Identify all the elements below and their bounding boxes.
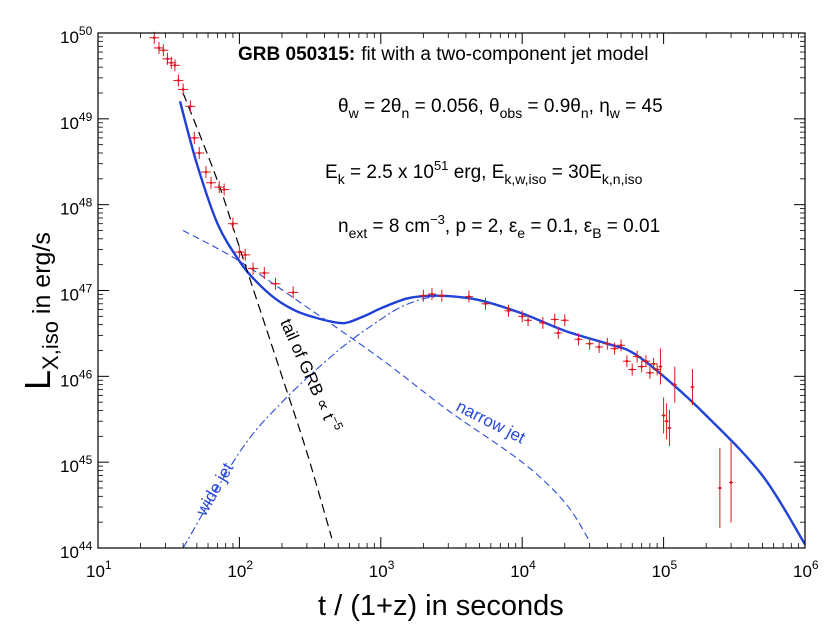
y-tick-label: 1049 [60, 110, 93, 133]
data-point [633, 350, 642, 363]
x-axis-title: t / (1+z) in seconds [318, 590, 564, 622]
data-point [437, 289, 446, 302]
y-axis-title: LX,iso in erg/s [17, 232, 63, 390]
data-point [538, 316, 547, 329]
x-tick-label: 103 [369, 558, 395, 581]
data-point [641, 355, 650, 368]
grb-tail-curve [182, 92, 333, 539]
data-point [518, 310, 527, 323]
x-tick-label: 106 [793, 558, 819, 581]
data-point [560, 314, 569, 327]
data-point [661, 397, 666, 434]
data-point [653, 363, 662, 376]
y-tick-label: 1047 [60, 282, 93, 305]
data-point [200, 166, 211, 179]
data-point [717, 448, 722, 529]
annotation-jet-angles: θw = 2θn = 0.056, θobs = 0.9θn, ηw = 45 [338, 96, 663, 121]
data-point [270, 277, 281, 290]
data-point [234, 246, 245, 259]
data-point [149, 31, 160, 44]
wide-jet-curve [182, 295, 805, 548]
data-point [219, 183, 230, 196]
data-point [603, 337, 612, 350]
data-point [427, 288, 436, 301]
data-point [248, 262, 259, 275]
y-tick-label: 1045 [60, 453, 93, 476]
x-tick-label: 105 [652, 558, 678, 581]
data-point [153, 41, 164, 54]
data-point [419, 289, 428, 302]
data-point [645, 366, 654, 379]
chart-title: GRB 050315: fit with a two-component jet … [238, 44, 648, 65]
annotation-energies: Ek = 2.5 x 1051 erg, Ek,w,iso = 30Ek,n,i… [325, 158, 643, 187]
data-point [664, 403, 669, 440]
plot-frame [97, 32, 806, 549]
y-tick-label: 1044 [60, 539, 93, 562]
data-point [690, 369, 695, 406]
data-point [637, 360, 646, 373]
y-tick-label: 1046 [60, 367, 93, 390]
y-tick-label: 1048 [60, 196, 93, 219]
data-point [574, 333, 583, 346]
annotation-medium-params: next = 8 cm−3, p = 2, εe = 0.1, εB = 0.0… [338, 212, 660, 241]
data-point [658, 348, 663, 385]
data-point [194, 146, 205, 159]
data-point [227, 217, 238, 230]
x-tick-label: 102 [227, 558, 253, 581]
data-point [178, 83, 189, 96]
data-point [628, 363, 637, 376]
data-point [173, 74, 184, 87]
data-point [729, 442, 734, 523]
data-point [550, 313, 559, 326]
data-point [206, 176, 217, 189]
data-point [185, 100, 196, 113]
x-tick-label: 101 [86, 558, 112, 581]
data-point [169, 59, 180, 72]
data-point [622, 355, 631, 368]
tick-labels: 101 102 103 104 105 106 1044 1045 1046 1047 1048 10… [60, 24, 819, 581]
data-point [649, 357, 658, 370]
data-point [672, 366, 677, 403]
data-point [481, 297, 490, 310]
data-point [158, 44, 169, 57]
data-point [595, 340, 604, 353]
data-point [214, 181, 225, 194]
x-tick-label: 104 [510, 558, 536, 581]
data-point [240, 248, 251, 261]
data-point [464, 290, 473, 303]
data-point [554, 326, 563, 339]
data-point [617, 339, 626, 352]
data-point [288, 286, 299, 299]
data-point [667, 410, 672, 447]
data-point [524, 314, 533, 327]
data-point [259, 266, 270, 279]
data-points [149, 31, 734, 529]
data-point [585, 337, 594, 350]
data-point [504, 304, 513, 317]
data-point [610, 342, 619, 355]
narrow-jet-curve [182, 230, 591, 542]
data-point [189, 131, 200, 144]
y-tick-label: 1050 [60, 24, 93, 47]
